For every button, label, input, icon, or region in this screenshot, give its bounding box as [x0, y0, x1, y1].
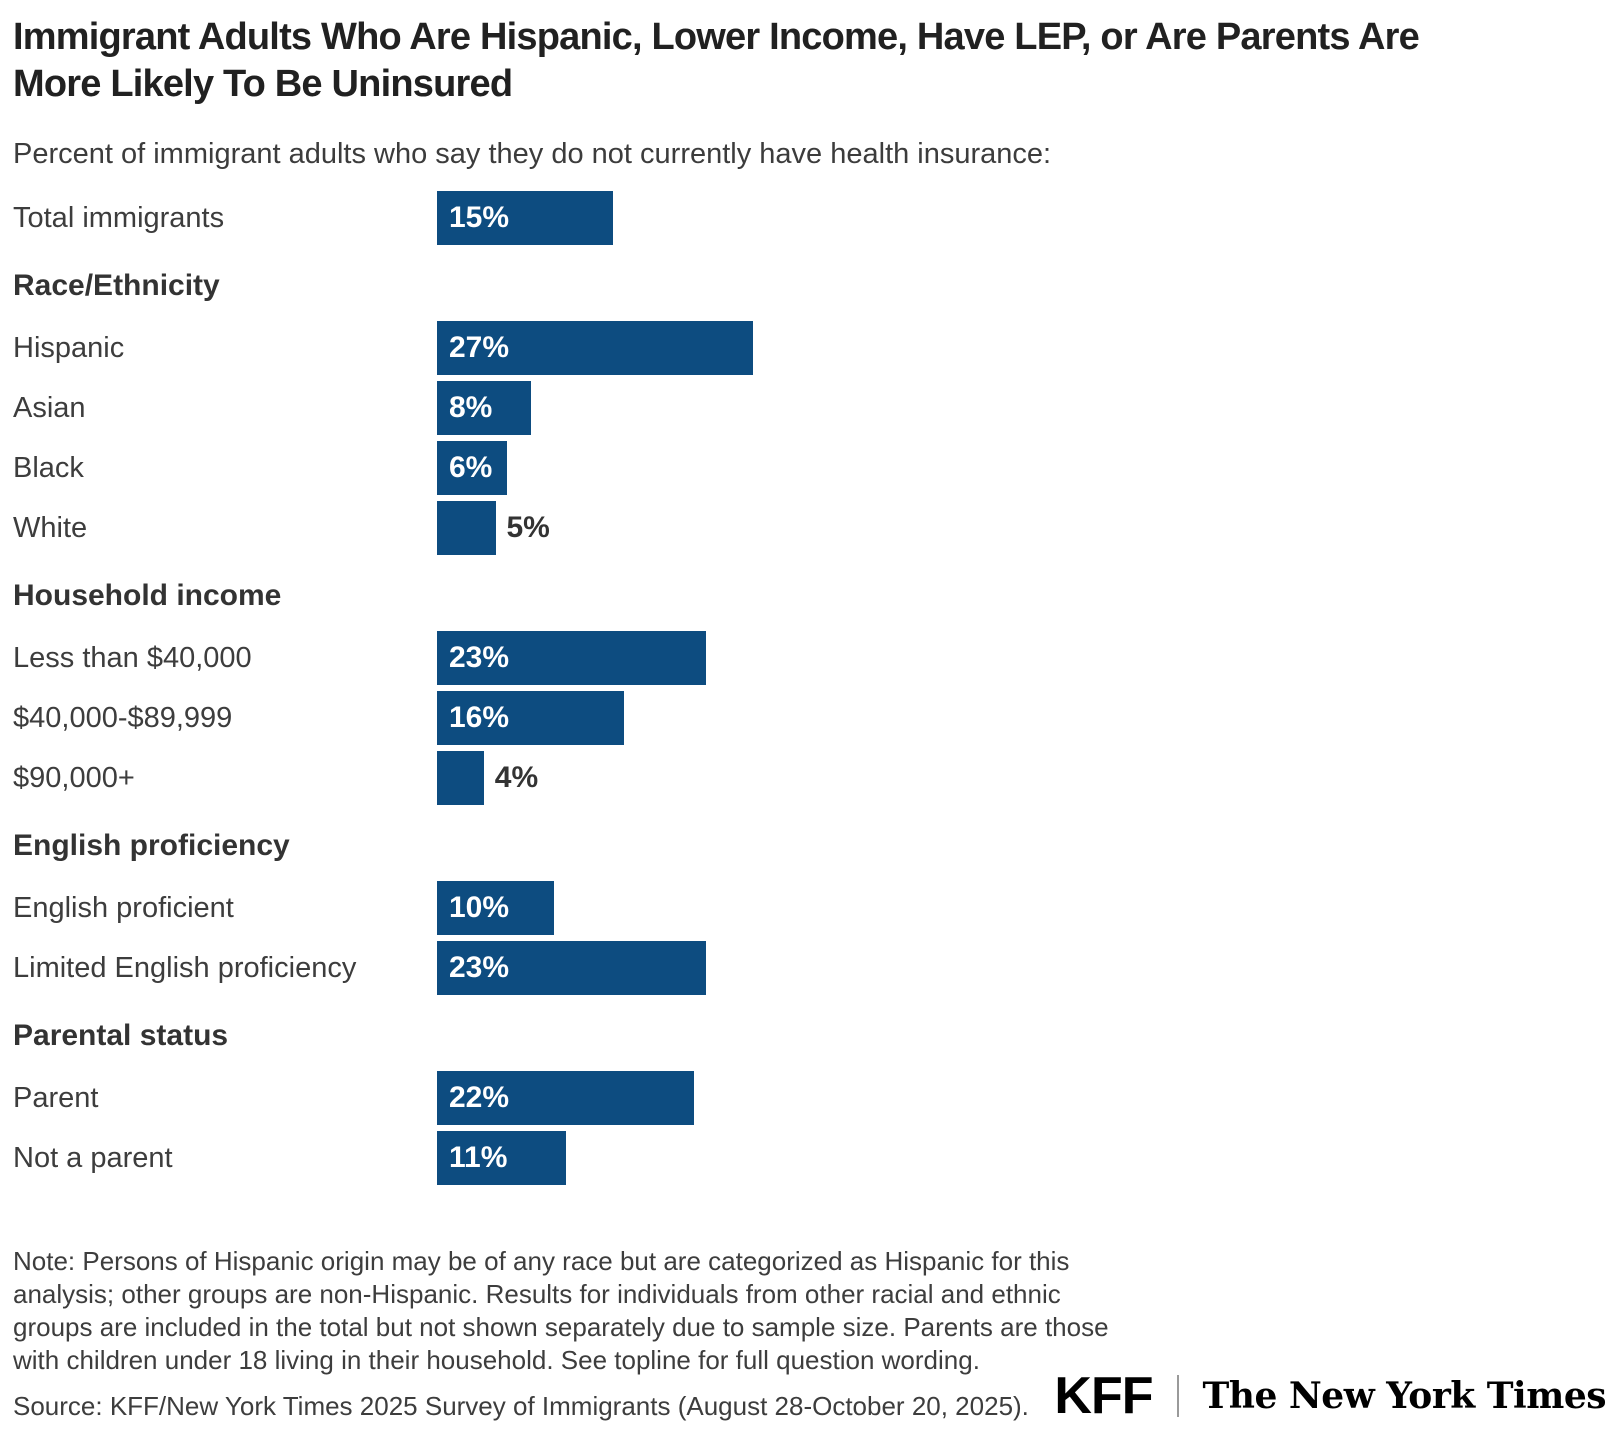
chart-row: Asian 8%: [13, 381, 1606, 435]
chart-subtitle: Percent of immigrant adults who say they…: [13, 138, 1052, 170]
row-label: White: [13, 511, 88, 544]
bar-area: 16%: [437, 691, 625, 745]
bar: 16%: [437, 691, 625, 745]
note-line: analysis; other groups are non-Hispanic.…: [13, 1279, 1061, 1309]
bar-value-outside: 4%: [494, 761, 539, 794]
logo-divider: [1176, 1375, 1179, 1417]
bar: 10%: [437, 881, 554, 935]
bar: [437, 751, 484, 805]
bar-value: 8%: [449, 391, 493, 424]
group-header: English proficiency: [13, 829, 290, 862]
group-header: Parental status: [13, 1019, 229, 1052]
bar-value: 23%: [449, 641, 510, 674]
chart-row: Not a parent 11%: [13, 1131, 1606, 1185]
bar-chart: Total immigrants 15% Race/Ethnicity Hisp…: [13, 191, 1606, 1185]
bar-value: 27%: [449, 331, 510, 364]
chart-row: Black 6%: [13, 441, 1606, 495]
page-title-line1: Immigrant Adults Who Are Hispanic, Lower…: [13, 16, 1420, 58]
bar: 11%: [437, 1131, 566, 1185]
bar-value: 6%: [449, 451, 493, 484]
row-label: Hispanic: [13, 331, 125, 364]
bar-area: 27%: [437, 321, 753, 375]
bar-area: 10%: [437, 881, 554, 935]
bar-value: 10%: [449, 891, 510, 924]
bar-value: 15%: [449, 201, 510, 234]
bar-area: 23%: [437, 941, 707, 995]
note-line: groups are included in the total but not…: [13, 1312, 1109, 1342]
row-label: $90,000+: [13, 761, 135, 794]
row-label: Parent: [13, 1081, 99, 1114]
bar-value: 23%: [449, 951, 510, 984]
bar-value-outside: 5%: [506, 511, 550, 544]
note-line: with children under 18 living in their h…: [13, 1345, 980, 1375]
bar-area: 8%: [437, 381, 531, 435]
row-label: $40,000-$89,999: [13, 701, 233, 734]
bar-area: 5%: [437, 501, 550, 555]
row-label: Less than $40,000: [13, 641, 252, 674]
logo-row: KFF The New York Times: [1054, 1367, 1607, 1425]
bar: 27%: [437, 321, 753, 375]
bar-area: 11%: [437, 1131, 566, 1185]
nyt-logo: The New York Times: [1202, 1375, 1607, 1417]
group-header: Race/Ethnicity: [13, 269, 220, 302]
page-title-line2: More Likely To Be Uninsured: [13, 63, 513, 105]
bar-area: 4%: [437, 751, 538, 805]
chart-row: Limited English proficiency 23%: [13, 941, 1606, 995]
bar: [437, 501, 496, 555]
row-label: Limited English proficiency: [13, 951, 357, 984]
bar-value: 16%: [449, 701, 510, 734]
row-label: English proficient: [13, 891, 234, 924]
chart-row: $90,000+ 4%: [13, 751, 1606, 805]
bar: 23%: [437, 941, 707, 995]
chart-row: White 5%: [13, 501, 1606, 555]
bar: 23%: [437, 631, 707, 685]
page-title: Immigrant Adults Who Are Hispanic, Lower…: [13, 14, 1606, 108]
note-text: Note: Persons of Hispanic origin may be …: [13, 1245, 1606, 1377]
chart-row: Parent 22%: [13, 1071, 1606, 1125]
bar: 15%: [437, 191, 613, 245]
bar-area: 15%: [437, 191, 613, 245]
bar: 22%: [437, 1071, 695, 1125]
group-header: Household income: [13, 579, 282, 612]
bar-value: 11%: [449, 1141, 508, 1174]
chart-row: $40,000-$89,999 16%: [13, 691, 1606, 745]
note-line: Note: Persons of Hispanic origin may be …: [13, 1246, 1070, 1276]
bar-value: 22%: [449, 1081, 510, 1114]
bar-area: 22%: [437, 1071, 695, 1125]
chart-row: Less than $40,000 23%: [13, 631, 1606, 685]
bar: 6%: [437, 441, 508, 495]
row-label: Total immigrants: [13, 201, 225, 234]
chart-row: Hispanic 27%: [13, 321, 1606, 375]
chart-row: English proficient 10%: [13, 881, 1606, 935]
source-text: Source: KFF/New York Times 2025 Survey o…: [13, 1391, 1029, 1421]
kff-logo: KFF: [1054, 1367, 1153, 1425]
bar-area: 23%: [437, 631, 707, 685]
row-label: Black: [13, 451, 84, 484]
chart-row: Total immigrants 15%: [13, 191, 1606, 245]
bar-area: 6%: [437, 441, 508, 495]
row-label: Asian: [13, 391, 86, 424]
bar: 8%: [437, 381, 531, 435]
row-label: Not a parent: [13, 1141, 173, 1174]
